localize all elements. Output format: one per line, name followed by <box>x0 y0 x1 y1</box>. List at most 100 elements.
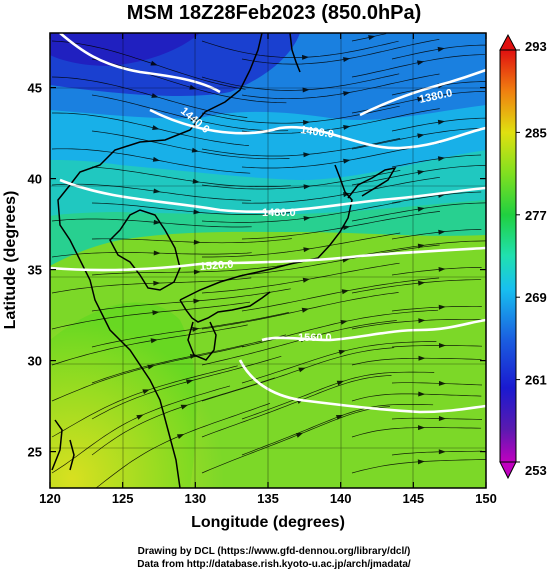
streamline-arrowhead <box>418 355 426 361</box>
streamline <box>241 371 435 420</box>
streamline <box>241 277 440 312</box>
streamline-arrowhead <box>418 391 426 397</box>
streamline-arrowhead <box>180 404 189 410</box>
streamline-arrowhead <box>418 280 426 286</box>
streamline <box>51 218 252 228</box>
streamline-arrowhead <box>153 219 161 225</box>
streamline-arrowhead <box>340 320 348 325</box>
streamline-arrowhead <box>437 46 445 52</box>
streamline-arrowhead <box>343 57 351 62</box>
streamline <box>201 105 400 124</box>
streamline <box>241 108 440 134</box>
streamline-arrowhead <box>303 184 311 190</box>
streamline <box>391 191 482 204</box>
y-tick-label: 35 <box>28 263 42 278</box>
x-tick-label: 145 <box>402 491 424 506</box>
streamline-arrowhead <box>176 434 185 439</box>
streamline <box>391 450 482 456</box>
colorbar-tick-label: 277 <box>525 208 547 223</box>
streamline <box>351 427 482 438</box>
streamline <box>51 183 252 201</box>
streamline <box>241 341 437 384</box>
streamline <box>51 324 248 366</box>
y-tick-label: 45 <box>28 81 42 96</box>
streamline-arrowhead <box>190 116 198 122</box>
streamline-arrowhead <box>437 156 446 162</box>
y-tick-label: 25 <box>28 445 42 460</box>
wind-streamlines <box>51 33 486 488</box>
streamline <box>391 345 483 348</box>
x-tick-label: 150 <box>475 491 497 506</box>
graticule <box>50 33 486 488</box>
streamline <box>241 404 434 456</box>
streamline-arrowhead <box>342 225 351 231</box>
streamline <box>91 355 282 420</box>
streamline-arrowhead <box>417 60 425 66</box>
x-tick-label: 130 <box>184 491 206 506</box>
streamline-arrowhead <box>186 379 194 385</box>
streamline <box>391 382 483 386</box>
streamline <box>91 263 292 276</box>
streamline-arrowhead <box>192 326 200 332</box>
streamline-arrowhead <box>303 216 311 221</box>
x-tick-label: 120 <box>39 491 61 506</box>
streamline-arrowhead <box>302 277 310 283</box>
streamline-arrowhead <box>303 247 311 253</box>
streamline <box>91 377 276 456</box>
streamline-arrowhead <box>368 35 376 40</box>
y-axis: 25 30 35 40 45 <box>28 81 486 460</box>
contour-label-1400: 1400.0 <box>300 124 335 141</box>
contour-label-1520: 1520.0 <box>199 259 233 273</box>
credit-drawing: Drawing by DCL (https://www.gfd-dennou.o… <box>137 546 411 557</box>
streamline <box>52 112 249 146</box>
streamline <box>51 40 246 90</box>
streamline <box>51 76 248 118</box>
streamline <box>91 334 287 384</box>
streamline-arrowhead <box>343 125 351 130</box>
streamline <box>201 347 395 402</box>
streamline <box>201 320 397 366</box>
streamline-arrowhead <box>303 152 311 158</box>
streamline-arrowhead <box>302 87 310 93</box>
streamline-arrowhead <box>151 93 159 98</box>
streamline-arrowhead <box>150 338 158 344</box>
streamline <box>391 154 482 168</box>
streamline <box>201 201 401 223</box>
streamline <box>201 406 390 474</box>
streamline-arrowhead <box>147 364 155 370</box>
streamline-arrowhead <box>153 250 161 256</box>
streamline-arrowhead <box>192 178 200 184</box>
streamline-arrowhead <box>417 96 425 102</box>
streamline <box>51 277 252 294</box>
streamline <box>91 58 287 104</box>
streamline <box>91 94 289 132</box>
streamline-arrowhead <box>336 380 345 386</box>
streamline-arrowhead <box>417 133 425 139</box>
colorbar-tick-label: 293 <box>525 39 547 54</box>
colorbar-tick-label: 261 <box>525 373 547 388</box>
streamline-arrowhead <box>295 432 304 438</box>
streamline <box>51 148 251 174</box>
x-tick-label: 125 <box>112 491 134 506</box>
streamline <box>201 73 400 91</box>
streamline <box>391 305 482 312</box>
streamline-arrowhead <box>191 147 199 153</box>
streamline-arrowhead <box>343 158 351 164</box>
streamline-arrowhead <box>438 267 446 272</box>
streamline <box>391 229 482 240</box>
streamline <box>201 40 399 58</box>
streamline-arrowhead <box>417 170 425 175</box>
streamline <box>241 39 440 65</box>
colorbar-body <box>499 49 517 463</box>
colorbar-top-arrow <box>499 33 517 51</box>
x-tick-label: 135 <box>257 491 279 506</box>
streamline-arrowhead <box>152 310 160 316</box>
streamline <box>201 170 401 190</box>
streamline-arrowhead <box>438 449 446 455</box>
streamline-arrowhead <box>142 389 150 395</box>
streamline-arrowhead <box>152 125 160 130</box>
map-title: MSM 18Z28Feb2023 (850.0hPa) <box>126 2 422 24</box>
streamline <box>91 130 290 160</box>
y-tick-label: 30 <box>28 354 42 369</box>
